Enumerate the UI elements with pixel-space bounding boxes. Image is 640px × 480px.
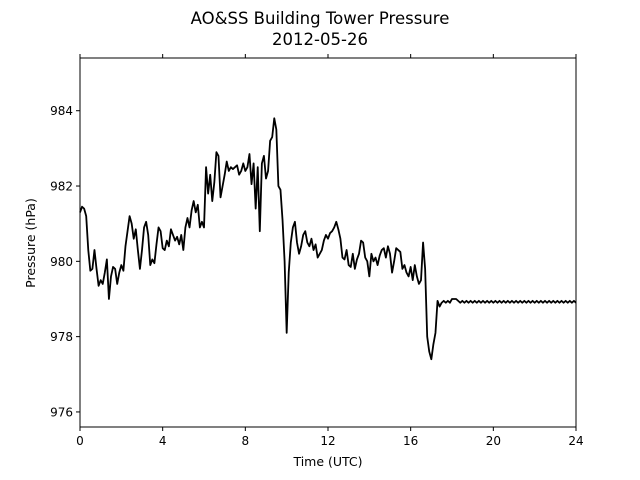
x-tick-label: 12 — [320, 434, 335, 448]
x-tick-label: 4 — [159, 434, 167, 448]
y-axis-label: Pressure (hPa) — [23, 198, 38, 288]
pressure-series-line — [79, 117, 577, 361]
y-axis-ticks: 976 978 980 982 984 — [50, 104, 80, 419]
y-tick-label: 978 — [50, 330, 73, 344]
x-tick-label: 8 — [242, 434, 250, 448]
y-tick-label: 984 — [50, 104, 73, 118]
x-tick-label: 24 — [568, 434, 583, 448]
y-tick-label: 976 — [50, 405, 73, 419]
y-tick-label: 980 — [50, 255, 73, 269]
x-tick-label: 16 — [403, 434, 418, 448]
plot-frame — [79, 57, 577, 428]
chart-title: AO&SS Building Tower Pressure — [191, 9, 450, 28]
y-tick-label: 982 — [50, 180, 73, 194]
x-axis-ticks: 0 4 8 12 16 20 24 — [76, 54, 584, 448]
chart-subtitle: 2012-05-26 — [272, 30, 368, 49]
x-tick-label: 20 — [486, 434, 501, 448]
x-axis-label: Time (UTC) — [292, 454, 362, 469]
x-tick-label: 0 — [76, 434, 84, 448]
